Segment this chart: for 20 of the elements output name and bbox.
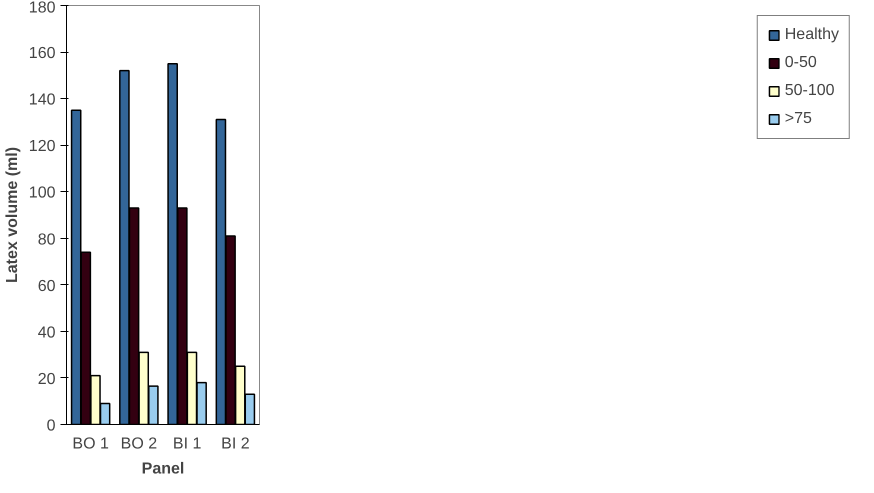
- y-axis-title: Latex volume (ml): [4, 146, 21, 284]
- x-tick-label: BI 2: [221, 436, 250, 452]
- y-tick-label: 120: [28, 138, 56, 156]
- legend-label: >75: [784, 110, 812, 128]
- y-tick-label: 140: [28, 92, 56, 109]
- y-tick-label: 100: [28, 184, 56, 202]
- y-tick-label: 180: [28, 0, 56, 16]
- y-tick-label: 20: [38, 370, 56, 388]
- legend-label: 50-100: [784, 82, 835, 100]
- x-axis-title: Panel: [142, 460, 184, 478]
- y-tick-label: 0: [46, 418, 56, 434]
- x-tick-label: BI 1: [172, 436, 202, 452]
- y-tick-label: 80: [38, 231, 56, 248]
- legend-label: Healthy: [784, 26, 839, 44]
- legend-label: 0-50: [784, 54, 817, 72]
- x-tick-label: BO 1: [72, 436, 109, 452]
- y-tick-label: 60: [38, 278, 56, 295]
- x-tick-label: BO 2: [120, 436, 158, 452]
- y-tick-label: 160: [28, 45, 56, 62]
- y-tick-label: 40: [38, 324, 56, 342]
